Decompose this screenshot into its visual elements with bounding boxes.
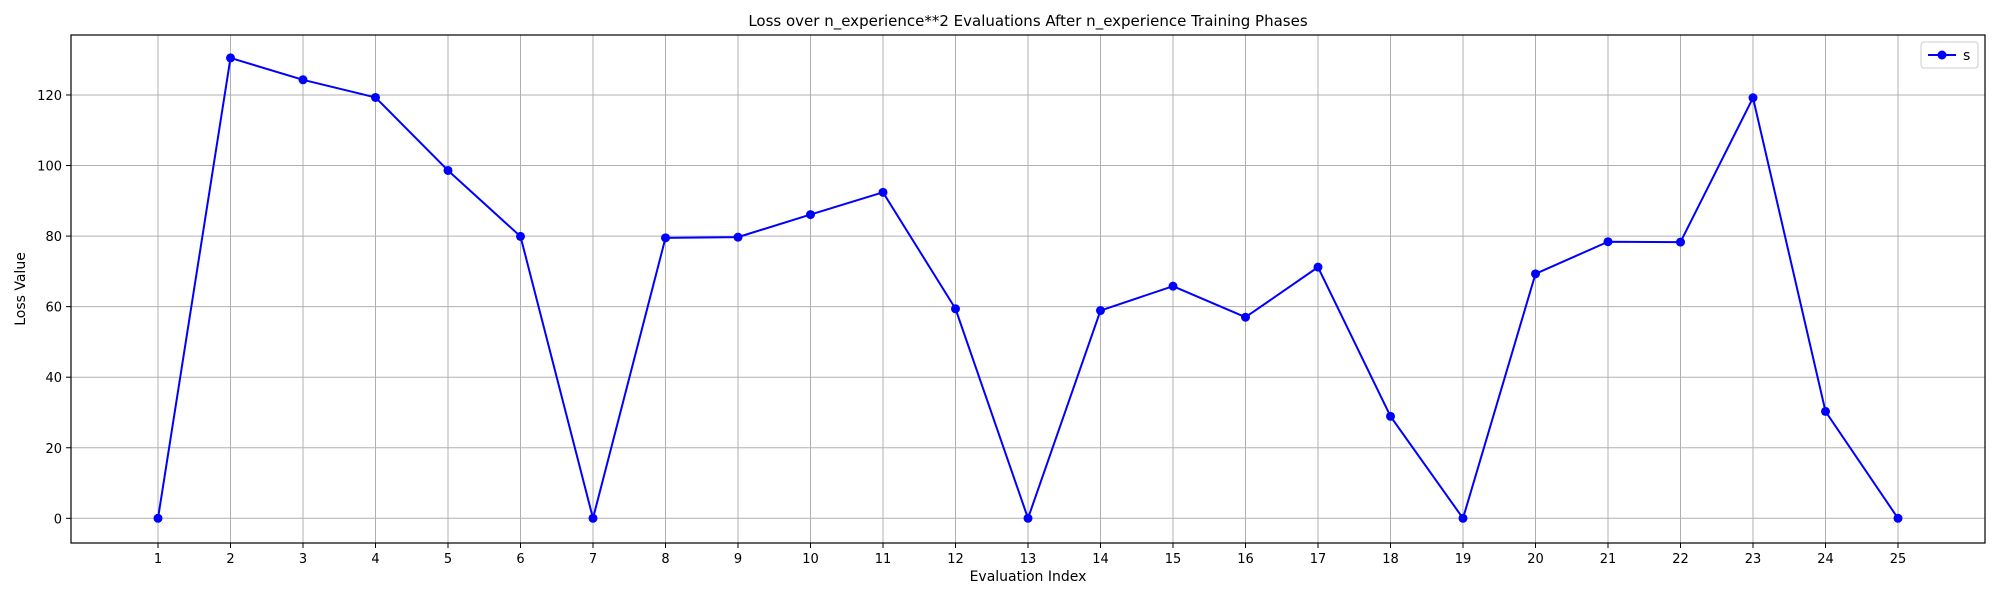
chart-title: Loss over n_experience**2 Evaluations Af… — [748, 12, 1308, 31]
y-tick-label: 100 — [37, 160, 62, 175]
x-tick-label: 20 — [1527, 552, 1544, 567]
legend: s — [1920, 41, 1979, 69]
x-tick-label: 7 — [589, 552, 597, 567]
data-point — [1676, 237, 1685, 247]
x-axis-label: Evaluation Index — [970, 569, 1087, 585]
plot-area-frame — [70, 34, 1986, 544]
x-tick-label: 8 — [661, 552, 669, 567]
tick-layer: 1 2 3 4 5 6 7 8 9 10 11 12 13 14 15 16 17 18 19 20 21 22 23 24 2… — [37, 89, 1906, 567]
x-tick-label: 23 — [1745, 552, 1762, 567]
data-point — [1531, 269, 1540, 279]
x-tick-label: 16 — [1237, 552, 1254, 567]
data-point — [226, 53, 235, 63]
data-point — [878, 187, 888, 197]
x-tick-label: 22 — [1672, 552, 1689, 567]
x-tick-label: 4 — [371, 552, 379, 567]
data-point — [1313, 262, 1323, 272]
data-point — [516, 231, 525, 241]
x-tick-label: 12 — [947, 552, 964, 567]
x-tick-label: 24 — [1817, 552, 1834, 567]
data-point — [806, 210, 815, 220]
x-tick-label: 11 — [875, 552, 892, 567]
data-point — [298, 75, 308, 85]
data-point — [1458, 513, 1468, 523]
x-tick-label: 21 — [1600, 552, 1617, 567]
data-point — [661, 233, 670, 243]
x-tick-label: 10 — [802, 552, 819, 567]
y-tick-label: 80 — [45, 230, 62, 245]
data-point — [1603, 237, 1613, 247]
data-point — [1023, 513, 1033, 523]
data-point — [733, 232, 743, 242]
x-tick-label: 19 — [1455, 552, 1472, 567]
data-point — [588, 513, 598, 523]
series-layer — [153, 53, 1903, 523]
x-tick-label: 14 — [1092, 552, 1109, 567]
y-tick-label: 20 — [45, 442, 62, 457]
x-tick-label: 6 — [516, 552, 524, 567]
data-point — [1748, 93, 1758, 103]
y-tick-label: 0 — [54, 512, 62, 527]
data-point — [443, 165, 453, 175]
x-tick-label: 3 — [299, 552, 307, 567]
data-point — [951, 304, 960, 314]
x-tick-label: 5 — [444, 552, 452, 567]
x-tick-label: 15 — [1165, 552, 1182, 567]
x-tick-label: 18 — [1382, 552, 1399, 567]
y-axis-label: Loss Value — [13, 252, 29, 326]
y-tick-label: 120 — [37, 89, 62, 104]
x-tick-label: 25 — [1890, 552, 1907, 567]
data-point — [153, 513, 163, 523]
x-tick-label: 2 — [226, 552, 234, 567]
x-tick-label: 1 — [154, 552, 162, 567]
x-tick-label: 9 — [734, 552, 742, 567]
data-point — [1168, 281, 1178, 291]
data-point — [1386, 411, 1395, 421]
data-point — [1241, 312, 1250, 322]
legend-marker-swatch — [1937, 50, 1947, 60]
legend-label: s — [1963, 48, 1970, 64]
grid-layer — [71, 35, 1985, 543]
y-tick-label: 40 — [45, 371, 62, 386]
x-tick-label: 13 — [1020, 552, 1037, 567]
data-point — [1893, 513, 1903, 523]
data-point — [1096, 306, 1105, 316]
data-point — [1821, 406, 1830, 416]
y-tick-label: 60 — [45, 301, 62, 316]
data-point — [371, 92, 380, 102]
x-tick-label: 17 — [1310, 552, 1327, 567]
